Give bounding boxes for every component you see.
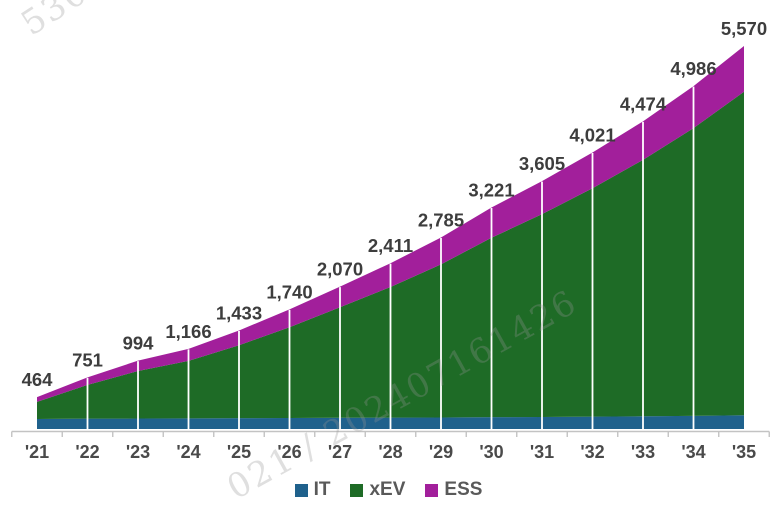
x-axis-label: '24: [176, 442, 200, 462]
data-label: 464: [22, 369, 54, 390]
x-axis-label: '22: [75, 442, 99, 462]
data-label: 1,166: [165, 321, 211, 342]
data-label: 5,570: [721, 18, 767, 39]
data-label: 4,474: [620, 93, 667, 114]
chart-legend: IT xEV ESS: [0, 476, 777, 504]
x-axis-label: '21: [25, 442, 49, 462]
x-axis-label: '32: [580, 442, 604, 462]
x-axis-label: '29: [429, 442, 453, 462]
legend-swatch-ess-icon: [425, 483, 439, 497]
legend-swatch-xev-icon: [350, 483, 364, 497]
x-axis-label: '26: [277, 442, 301, 462]
x-axis-label: '31: [530, 442, 554, 462]
x-axis-label: '30: [479, 442, 503, 462]
legend-label-it: IT: [313, 479, 331, 500]
legend-label-ess: ESS: [444, 479, 483, 500]
legend-label-xev: xEV: [369, 479, 406, 500]
data-label: 751: [72, 349, 103, 370]
legend-item-ess: ESS: [425, 479, 482, 501]
x-axis-label: '23: [126, 442, 150, 462]
data-label: 2,785: [418, 210, 464, 231]
data-label: 4,986: [670, 58, 716, 79]
data-label: 1,740: [266, 281, 312, 302]
legend-item-xev: xEV: [350, 479, 405, 501]
legend-swatch-it-icon: [294, 483, 308, 497]
data-label: 2,411: [368, 235, 413, 256]
x-axis-label: '28: [378, 442, 402, 462]
data-label: 994: [123, 333, 155, 354]
x-axis-label: '27: [328, 442, 352, 462]
x-axis-label: '25: [227, 442, 251, 462]
x-axis-label: '35: [732, 442, 756, 462]
data-label: 3,221: [468, 180, 514, 201]
area-series-xev: [37, 91, 744, 420]
legend-item-it: IT: [294, 479, 331, 501]
data-label: 1,433: [216, 302, 262, 323]
x-axis-label: '34: [681, 442, 705, 462]
data-label: 3,605: [519, 153, 565, 174]
data-label: 4,021: [569, 125, 615, 146]
data-label: 2,070: [317, 259, 363, 280]
x-axis-label: '33: [631, 442, 655, 462]
